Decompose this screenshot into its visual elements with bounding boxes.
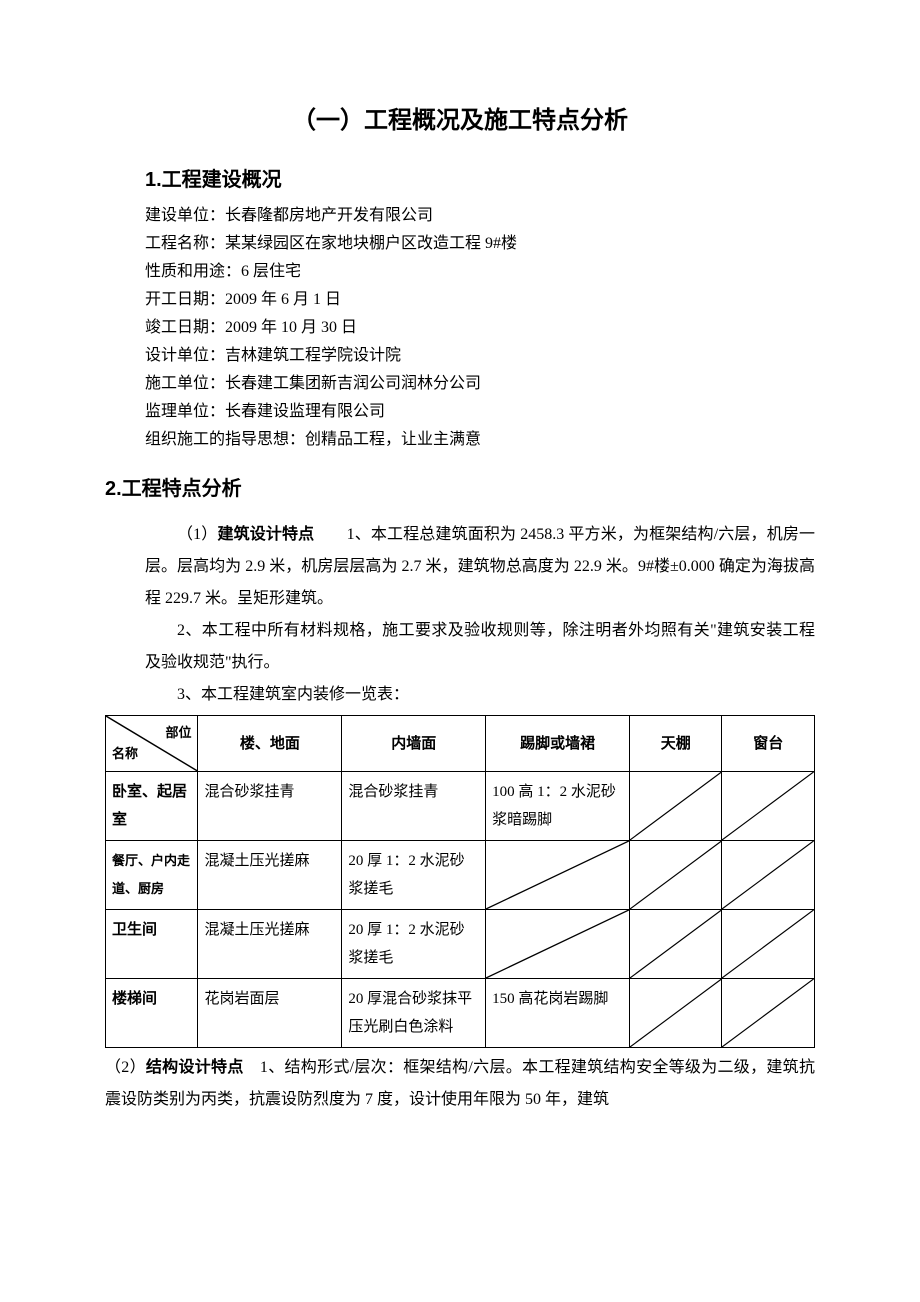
table-row: 楼梯间花岗岩面层20 厚混合砂浆抹平压光刷白色涂料150 高花岗岩踢脚 [106, 979, 815, 1048]
info-design-unit: 设计单位：吉林建筑工程学院设计院 [105, 342, 815, 370]
table-cell-slash [486, 841, 630, 910]
table-cell-floor: 混合砂浆挂青 [198, 772, 342, 841]
table-row: 卧室、起居室混合砂浆挂青混合砂浆挂青100 高 1：2 水泥砂浆暗踢脚 [106, 772, 815, 841]
section1-heading: 1.工程建设概况 [105, 163, 815, 192]
table-cell-slash [722, 841, 815, 910]
para1-bold: 建筑设计特点 [217, 526, 314, 543]
table-cell-floor: 花岗岩面层 [198, 979, 342, 1048]
info-completion-date: 竣工日期：2009 年 10 月 30 日 [105, 314, 815, 342]
diag-bottom-label: 名称 [112, 740, 138, 768]
info-construction-unit: 建设单位：长春隆都房地产开发有限公司 [105, 202, 815, 230]
table-cell-slash [722, 979, 815, 1048]
arch-design-para2: 2、本工程中所有材料规格，施工要求及验收规则等，除注明者外均照有关"建筑安装工程… [105, 615, 815, 679]
table-row: 卫生间混凝土压光搓麻20 厚 1：2 水泥砂浆搓毛 [106, 910, 815, 979]
table-header-floor: 楼、地面 [198, 716, 342, 772]
page-title: （一）工程概况及施工特点分析 [105, 100, 815, 135]
info-project-name: 工程名称：某某绿园区在家地块棚户区改造工程 9#楼 [105, 230, 815, 258]
table-cell-wall: 20 厚混合砂浆抹平压光刷白色涂料 [342, 979, 486, 1048]
table-cell-name: 餐厅、户内走道、厨房 [106, 841, 198, 910]
table-cell-slash [722, 910, 815, 979]
table-cell-skirt: 100 高 1：2 水泥砂浆暗踢脚 [486, 772, 630, 841]
table-cell-floor: 混凝土压光搓麻 [198, 841, 342, 910]
table-header-wall: 内墙面 [342, 716, 486, 772]
table-header-skirt: 踢脚或墙裙 [486, 716, 630, 772]
decoration-table: 部位 名称 楼、地面 内墙面 踢脚或墙裙 天棚 窗台 卧室、起居室混合砂浆挂青混… [105, 715, 815, 1048]
table-cell-slash [630, 772, 722, 841]
table-cell-slash [630, 841, 722, 910]
table-cell-slash [722, 772, 815, 841]
info-supervision-unit: 监理单位：长春建设监理有限公司 [105, 398, 815, 426]
table-cell-skirt: 150 高花岗岩踢脚 [486, 979, 630, 1048]
table-cell-slash [630, 979, 722, 1048]
table-cell-wall: 20 厚 1：2 水泥砂浆搓毛 [342, 841, 486, 910]
table-cell-name: 卫生间 [106, 910, 198, 979]
table-header-ceiling: 天棚 [630, 716, 722, 772]
table-cell-wall: 20 厚 1：2 水泥砂浆搓毛 [342, 910, 486, 979]
decoration-table-wrapper: 部位 名称 楼、地面 内墙面 踢脚或墙裙 天棚 窗台 卧室、起居室混合砂浆挂青混… [105, 715, 815, 1048]
footer-prefix: （2） [105, 1059, 146, 1076]
table-header-sill: 窗台 [722, 716, 815, 772]
table-cell-floor: 混凝土压光搓麻 [198, 910, 342, 979]
info-construction-company: 施工单位：长春建工集团新吉润公司润林分公司 [105, 370, 815, 398]
footer-bold: 结构设计特点 [146, 1059, 244, 1076]
info-nature-use: 性质和用途：6 层住宅 [105, 258, 815, 286]
struct-design-para: （2）结构设计特点 1、结构形式/层次：框架结构/六层。本工程建筑结构安全等级为… [105, 1052, 815, 1116]
arch-design-para1: （1）建筑设计特点 1、本工程总建筑面积为 2458.3 平方米，为框架结构/六… [105, 519, 815, 615]
table-cell-slash [630, 910, 722, 979]
table-cell-name: 楼梯间 [106, 979, 198, 1048]
table-cell-wall: 混合砂浆挂青 [342, 772, 486, 841]
section2-heading: 2.工程特点分析 [105, 472, 815, 501]
arch-design-para3: 3、本工程建筑室内装修一览表： [105, 679, 815, 711]
info-start-date: 开工日期：2009 年 6 月 1 日 [105, 286, 815, 314]
info-guiding-thought: 组织施工的指导思想：创精品工程，让业主满意 [105, 426, 815, 454]
table-header-diag: 部位 名称 [106, 716, 198, 772]
table-cell-name: 卧室、起居室 [106, 772, 198, 841]
para1-prefix: （1） [177, 526, 217, 543]
table-row: 餐厅、户内走道、厨房混凝土压光搓麻20 厚 1：2 水泥砂浆搓毛 [106, 841, 815, 910]
diag-top-label: 部位 [165, 719, 191, 747]
table-cell-slash [486, 910, 630, 979]
